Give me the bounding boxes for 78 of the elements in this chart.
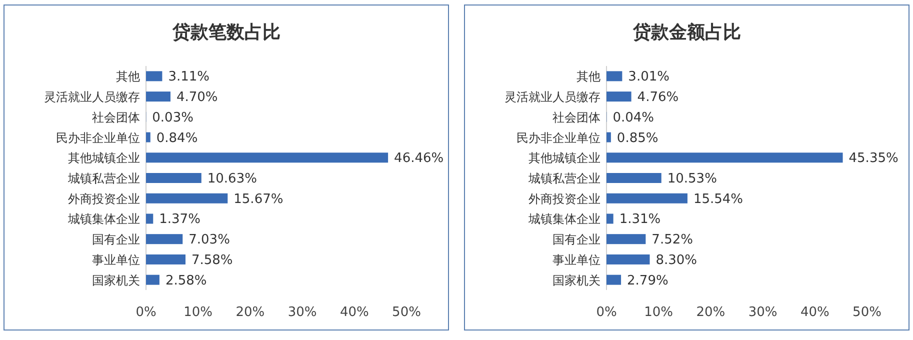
y-tick-label: 其他	[116, 70, 140, 84]
y-tick-label: 国有企业	[92, 232, 140, 247]
y-tick-label: 外商投资企业	[528, 192, 600, 206]
bar	[146, 132, 150, 142]
data-label: 0.84%	[156, 130, 198, 146]
x-tick-label: 0%	[596, 305, 617, 320]
bar	[606, 214, 614, 224]
data-label: 8.30%	[656, 252, 698, 268]
bar	[606, 234, 646, 244]
data-label: 15.67%	[234, 192, 284, 207]
bar	[606, 132, 611, 142]
x-tick-label: 20%	[696, 305, 726, 320]
y-tick-label: 外商投资企业	[68, 192, 140, 206]
y-tick-label: 国家机关	[552, 273, 600, 288]
y-tick-label: 国有企业	[552, 232, 600, 247]
y-tick-label: 灵活就业人员缴存	[504, 90, 600, 104]
bar	[146, 152, 388, 163]
chart-title: 贷款笔数占比	[171, 22, 280, 43]
y-tick-label: 城镇集体企业	[67, 212, 140, 226]
data-label: 15.54%	[693, 192, 744, 207]
bar	[606, 152, 843, 163]
x-tick-label: 10%	[184, 305, 213, 320]
y-tick-label: 社会团体	[552, 110, 600, 124]
y-tick-label: 城镇私营企业	[67, 172, 140, 186]
data-label: 46.46%	[394, 151, 444, 166]
y-tick-label: 其他城镇企业	[528, 151, 600, 166]
y-tick-label: 国家机关	[92, 273, 140, 288]
y-tick-label: 事业单位	[552, 252, 600, 267]
data-label: 7.58%	[191, 252, 233, 268]
bar	[146, 193, 228, 204]
x-tick-label: 40%	[340, 305, 369, 320]
data-label: 0.85%	[616, 130, 658, 146]
data-label: 4.76%	[637, 90, 679, 106]
x-tick-label: 50%	[392, 305, 421, 320]
x-tick-label: 10%	[644, 305, 674, 320]
data-label: 4.70%	[176, 90, 218, 106]
x-tick-label: 20%	[236, 305, 265, 320]
bar	[146, 254, 186, 264]
y-tick-label: 城镇集体企业	[528, 212, 600, 226]
bar	[146, 71, 162, 82]
data-label: 3.01%	[628, 70, 670, 85]
data-label: 0.04%	[612, 110, 654, 126]
data-label: 7.52%	[652, 232, 693, 248]
x-tick-label: 50%	[852, 305, 882, 320]
y-tick-label: 其他城镇企业	[68, 151, 140, 166]
y-tick-label: 城镇私营企业	[528, 172, 600, 186]
data-label: 3.11%	[168, 70, 210, 85]
bar	[606, 173, 662, 183]
x-tick-label: 30%	[748, 305, 778, 320]
data-label: 2.79%	[627, 273, 668, 288]
y-tick-label: 其他	[576, 70, 600, 84]
y-tick-label: 社会团体	[92, 110, 140, 124]
data-label: 1.37%	[159, 212, 200, 228]
data-label: 45.35%	[848, 151, 898, 166]
chart-title: 贷款金额占比	[632, 22, 741, 43]
bar	[606, 71, 622, 82]
data-label: 10.53%	[667, 172, 717, 186]
x-tick-label: 0%	[136, 305, 156, 320]
bar	[146, 274, 160, 285]
bar	[146, 92, 170, 102]
data-label: 2.58%	[165, 273, 207, 288]
x-tick-label: 30%	[288, 305, 317, 320]
bar	[606, 254, 650, 264]
data-label: 7.03%	[188, 232, 230, 248]
bar	[606, 193, 688, 204]
data-label: 0.03%	[152, 110, 194, 126]
y-tick-label: 民办非企业单位	[56, 130, 140, 145]
data-label: 1.31%	[619, 212, 661, 228]
bar	[146, 214, 154, 224]
bar	[606, 92, 632, 102]
x-tick-label: 40%	[800, 305, 830, 320]
bar	[606, 274, 622, 285]
bar	[146, 173, 202, 183]
bar	[146, 234, 183, 244]
y-tick-label: 民办非企业单位	[516, 130, 600, 145]
data-label: 10.63%	[207, 172, 257, 186]
y-tick-label: 事业单位	[92, 252, 140, 267]
y-tick-label: 灵活就业人员缴存	[44, 90, 140, 104]
